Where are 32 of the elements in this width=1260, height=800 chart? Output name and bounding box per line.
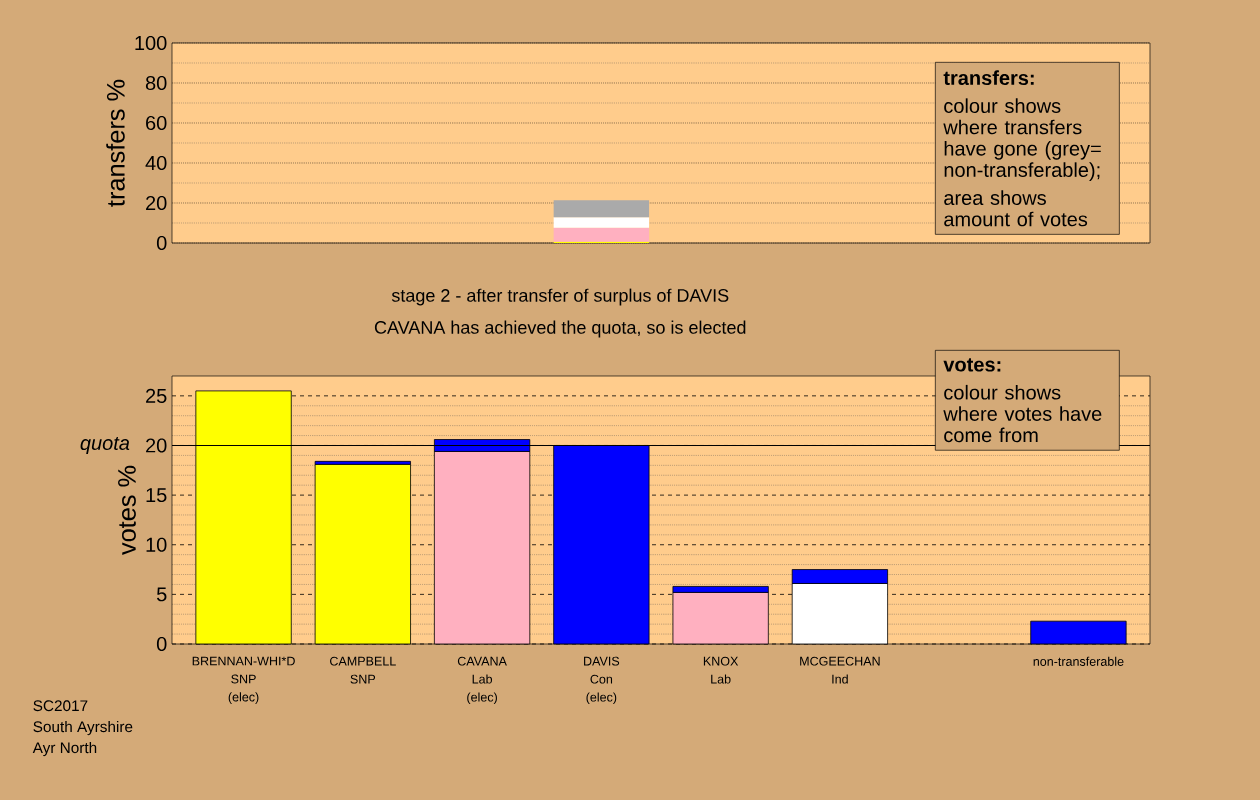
ref-line-label: quota xyxy=(80,436,130,455)
chart-subtitle: CAVANA has achieved the quota, so is elected xyxy=(374,320,746,338)
y-axis-title: transfers % xyxy=(106,79,125,207)
text: votes: xyxy=(943,358,1001,372)
y-tick-label: 40 xyxy=(145,155,167,171)
text: Ayr North xyxy=(32,741,97,757)
annotation: colour shows where transfers have gone (grey= non-transferable); xyxy=(943,98,1101,181)
annotation: colour shows where votes have come from xyxy=(943,384,1102,443)
text: SC2017 xyxy=(33,700,88,712)
annotation: area shows amount of votes xyxy=(944,190,1088,227)
y-tick-label: 0 xyxy=(156,235,167,251)
chart-title: stage 2 - after transfer of surplus of DAVIS xyxy=(391,288,729,306)
x-tick-label: BRENNAN-WHI*D SNP (elec) xyxy=(192,656,295,704)
y-tick-label: 0 xyxy=(156,636,167,652)
y-axis-title: votes % xyxy=(118,465,136,555)
y-tick-label: 15 xyxy=(146,488,167,503)
y-tick-label: 100 xyxy=(135,35,167,51)
y-tick-label: 10 xyxy=(146,537,167,552)
y-tick-label: 20 xyxy=(146,195,167,211)
x-tick-label: CAVANA Lab (elec) xyxy=(457,656,507,705)
y-tick-label: 5 xyxy=(156,587,167,602)
x-tick-label: non-transferable xyxy=(1033,656,1124,666)
y-tick-label: 20 xyxy=(146,438,167,453)
x-tick-label: KNOX Lab xyxy=(703,656,739,684)
x-tick-label: DAVIS Con (elec) xyxy=(584,656,620,705)
x-tick-label: MCGEECHAN Ind xyxy=(800,656,880,684)
y-tick-label: 60 xyxy=(146,115,167,131)
x-tick-label: CAMPBELL SNP xyxy=(330,656,396,684)
y-tick-label: 80 xyxy=(145,75,167,91)
annotation: transfers: xyxy=(943,70,1034,86)
text: South Ayrshire xyxy=(33,720,133,736)
y-tick-label: 25 xyxy=(146,388,167,403)
